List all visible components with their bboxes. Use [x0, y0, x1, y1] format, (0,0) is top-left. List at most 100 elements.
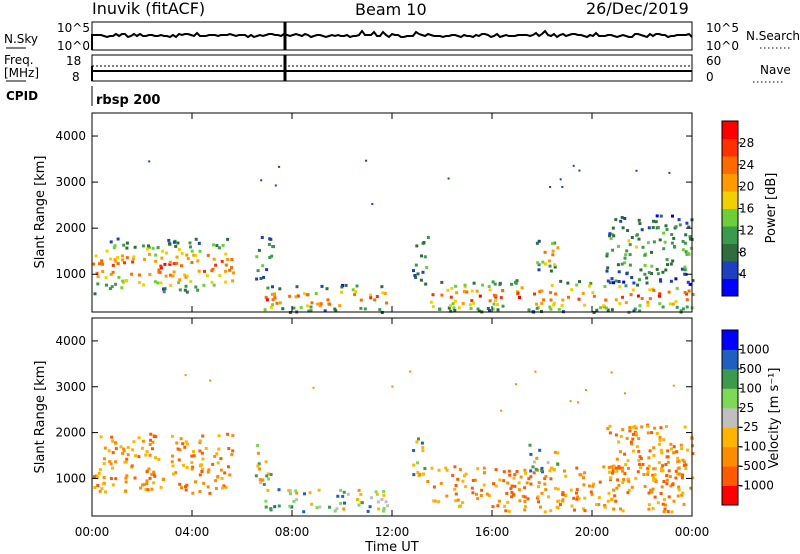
data-cell: [549, 307, 553, 311]
data-cell: [578, 473, 582, 477]
data-cell: [652, 454, 656, 457]
data-cell: [412, 269, 415, 273]
data-cell: [543, 510, 547, 514]
data-cell: [569, 488, 573, 492]
data-cell: [228, 268, 232, 272]
data-cell: [180, 264, 183, 268]
data-cell: [171, 472, 175, 476]
data-cell: [665, 478, 669, 482]
colorbar-band-0: [722, 485, 738, 506]
data-cell: [456, 498, 460, 502]
data-cell: [149, 438, 152, 442]
data-cell: [631, 449, 635, 453]
data-cell: [414, 263, 418, 267]
data-cell: [624, 253, 628, 257]
data-cell: [214, 479, 218, 483]
data-cell: [256, 269, 260, 273]
data-cell: [309, 305, 313, 309]
data-cell: [603, 285, 607, 288]
data-cell: [260, 236, 264, 239]
data-cell: [669, 442, 673, 446]
data-cell: [612, 507, 616, 511]
xtick-label-3: 12:00: [375, 525, 410, 539]
data-cell: [548, 469, 552, 473]
data-cell: [230, 266, 233, 270]
data-cell: [491, 505, 495, 509]
data-cell: [497, 499, 501, 503]
data-cell: [223, 471, 227, 475]
data-cell: [168, 262, 172, 266]
data-cell: [268, 237, 272, 241]
data-cell: [278, 287, 282, 291]
data-cell: [564, 474, 568, 478]
data-cell: [98, 262, 101, 266]
data-cell: [612, 465, 616, 469]
data-cell: [125, 457, 129, 461]
data-cell: [270, 292, 274, 296]
data-cell: [561, 493, 565, 497]
data-cell: [198, 441, 202, 444]
data-cell: [491, 280, 495, 284]
data-cell: [570, 288, 574, 292]
data-cell: [551, 249, 555, 253]
data-cell: [264, 505, 268, 509]
colorbar-tick-label-1: 24: [739, 158, 754, 172]
data-cell: [216, 461, 220, 465]
data-cell: [261, 478, 265, 482]
data-cell: [576, 495, 579, 499]
data-cell: [375, 295, 379, 298]
data-cell: [688, 282, 692, 286]
data-cell: [264, 295, 268, 299]
data-cell: [224, 269, 227, 273]
data-cell: [648, 449, 652, 453]
colorbar-tick-label-4: -25: [739, 420, 759, 434]
data-cell: [328, 302, 332, 306]
data-outlier: [635, 169, 638, 172]
beam-title: Beam 10: [355, 0, 427, 19]
data-cell: [288, 294, 292, 298]
data-cell: [511, 492, 515, 496]
data-cell: [575, 283, 579, 287]
data-cell: [612, 281, 615, 285]
data-cell: [116, 256, 120, 259]
data-cell: [621, 481, 625, 484]
data-cell: [462, 290, 466, 294]
data-cell: [549, 291, 553, 295]
colorbar-tick-label-5: 8: [739, 245, 747, 259]
ytick-label-1: 2000: [55, 221, 86, 235]
data-cell: [183, 273, 187, 277]
data-cell: [231, 279, 235, 283]
data-cell: [200, 470, 204, 473]
data-cell: [629, 293, 633, 297]
data-cell: [142, 283, 146, 287]
data-cell: [510, 495, 514, 499]
data-cell: [295, 285, 299, 289]
data-cell: [271, 298, 275, 302]
data-cell: [336, 494, 340, 498]
data-cell: [470, 289, 474, 293]
data-cell: [184, 485, 187, 489]
data-cell: [453, 299, 457, 303]
data-cell: [583, 471, 587, 475]
data-outlier: [260, 179, 263, 182]
data-cell: [677, 218, 681, 222]
nsearch-label: N.Search: [746, 29, 800, 43]
data-cell: [335, 507, 339, 511]
data-cell: [615, 469, 619, 473]
data-cell: [543, 250, 547, 254]
data-cell: [676, 460, 680, 464]
data-cell: [671, 259, 675, 263]
data-cell: [277, 504, 281, 508]
velocity-colorbar-bands: [722, 330, 738, 506]
xtick-label-0: 00:00: [75, 525, 110, 539]
data-cell: [114, 282, 118, 286]
data-cell: [527, 308, 531, 312]
data-cell: [658, 442, 661, 446]
data-cell: [153, 280, 157, 284]
data-cell: [198, 439, 202, 443]
data-cell: [264, 460, 268, 464]
data-cell: [650, 272, 654, 275]
data-cell: [194, 254, 198, 257]
data-outlier: [610, 371, 613, 374]
data-cell: [614, 218, 618, 222]
